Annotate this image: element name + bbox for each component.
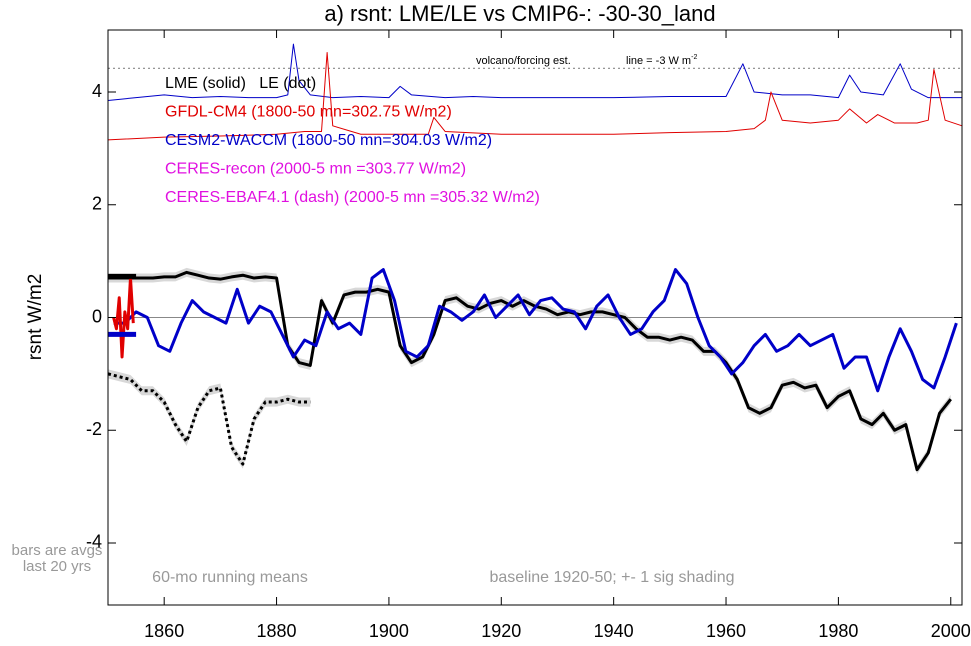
x-tick-label: 1860 [144, 621, 184, 641]
series-line [113, 268, 958, 393]
series-line [107, 52, 963, 141]
y-tick-label: 0 [92, 306, 102, 326]
annotation: line = -3 W m [626, 55, 691, 67]
annotation: 60-mo running means [152, 569, 308, 586]
x-tick-label: 1960 [706, 621, 746, 641]
chart-title: a) rsnt: LME/LE vs CMIP6-: -30-30_land [324, 1, 715, 26]
y-tick-label: 4 [92, 81, 102, 101]
series-line [108, 270, 952, 472]
annotation: baseline 1920-50; +- 1 sig shading [489, 569, 734, 586]
x-tick-label: 1900 [369, 621, 409, 641]
legend-entry: GFDL-CM4 (1800-50 mn=302.75 W/m2) [165, 104, 452, 121]
x-tick-label: 1940 [594, 621, 634, 641]
legend-entry: CERES-recon (2000-5 mn =303.77 W/m2) [165, 161, 466, 178]
legend-entry: LME (solid) LE (dot) [165, 75, 316, 92]
x-tick-label: 1880 [257, 621, 297, 641]
x-tick-label: 1980 [818, 621, 858, 641]
shading [108, 369, 311, 469]
x-tick-label: 2000 [931, 621, 971, 641]
annotation-sup: -2 [691, 54, 697, 61]
y-axis-label: rsnt W/m2 [25, 274, 46, 361]
series-line [107, 372, 311, 466]
annotation: last 20 yrs [23, 558, 91, 575]
legend-entry: CESM2-WACCM (1800-50 mn=304.03 W/m2) [165, 132, 492, 149]
y-tick-label: -2 [86, 419, 102, 439]
annotation: volcano/forcing est. [476, 55, 571, 67]
y-tick-label: 2 [92, 194, 102, 214]
x-tick-label: 1920 [481, 621, 521, 641]
legend-entry: CERES-EBAF4.1 (dash) (2000-5 mn =305.32 … [165, 189, 540, 206]
annotation: line = -3 W m-2 [626, 54, 697, 67]
series-line [107, 43, 962, 101]
annotation: bars are avgs [12, 542, 103, 559]
y-tick-label: -4 [86, 532, 102, 552]
